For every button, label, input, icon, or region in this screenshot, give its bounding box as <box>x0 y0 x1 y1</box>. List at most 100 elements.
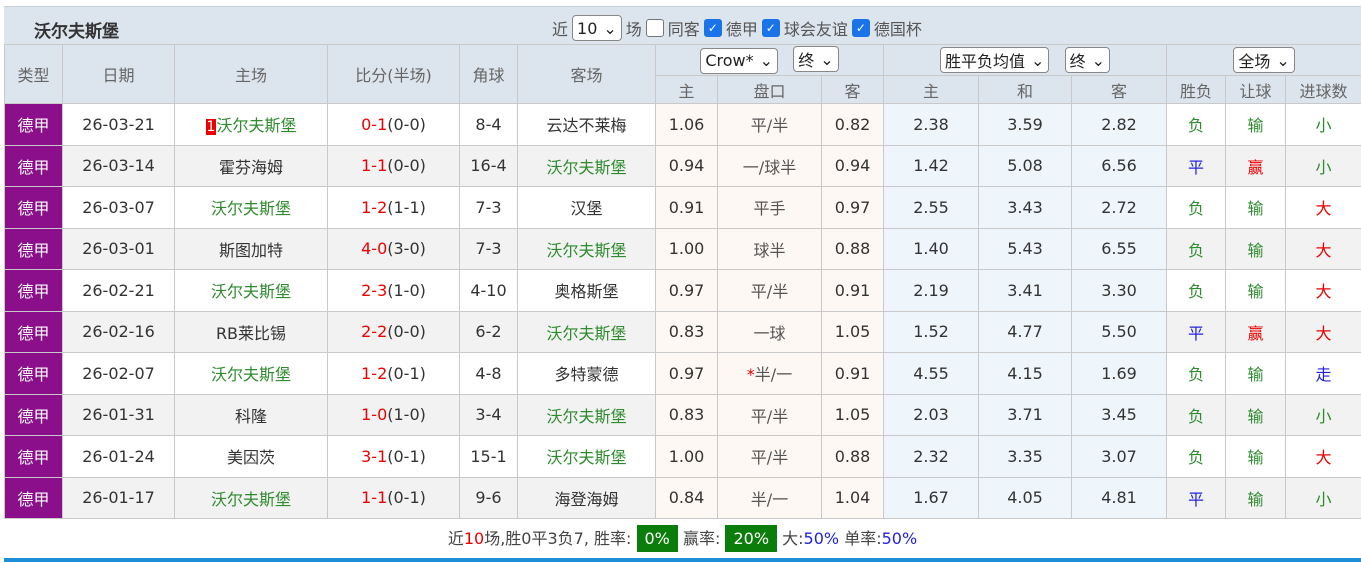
half-time-score: (1-0) <box>387 405 426 425</box>
home-team-cell[interactable]: RB莱比锡 <box>174 310 328 353</box>
away-team-cell[interactable]: 汉堡 <box>517 186 656 229</box>
away-team-cell[interactable]: 沃尔夫斯堡 <box>517 393 656 436</box>
scope-select[interactable]: 全场 ⌄ <box>1233 47 1295 73</box>
score-cell[interactable]: 1-1(0-0) <box>327 144 460 187</box>
ah-home-odds: 1.06 <box>655 103 718 146</box>
home-team-cell[interactable]: 沃尔夫斯堡 <box>174 476 328 519</box>
league-cell[interactable]: 德甲 <box>4 103 63 146</box>
home-team-name: RB莱比锡 <box>215 323 287 343</box>
home-team-cell[interactable]: 霍芬海姆 <box>174 144 328 187</box>
full-time-score: 1-2 <box>361 363 388 383</box>
league-cell[interactable]: 德甲 <box>4 227 63 270</box>
half-time-score: (0-0) <box>387 156 426 176</box>
league-cell[interactable]: 德甲 <box>4 310 63 353</box>
ah-handicap: 一球 <box>717 310 822 353</box>
league-cell[interactable]: 德甲 <box>4 352 63 395</box>
eu-away-odds: 6.56 <box>1071 144 1168 187</box>
same-away-checkbox[interactable] <box>645 19 664 37</box>
ah-home-odds: 0.84 <box>655 476 718 519</box>
chevron-down-icon: ⌄ <box>759 51 773 71</box>
date-cell: 26-01-17 <box>62 476 175 519</box>
full-time-score: 3-1 <box>361 446 388 466</box>
result-cell: 负 <box>1166 103 1227 146</box>
handicap-result-cell: 输 <box>1225 393 1287 436</box>
home-team-cell[interactable]: 科隆 <box>174 393 328 436</box>
home-team-name: 沃尔夫斯堡 <box>210 365 291 385</box>
away-team-cell[interactable]: 云达不莱梅 <box>517 103 656 146</box>
home-team-cell[interactable]: 美因茨 <box>174 435 328 478</box>
home-team-cell[interactable]: 沃尔夫斯堡 <box>174 352 328 395</box>
ah-handicap: 一/球半 <box>717 144 822 187</box>
score-cell[interactable]: 0-1(0-0) <box>327 103 460 146</box>
league-checkbox-friendly[interactable]: ✓ <box>761 19 780 37</box>
ah-handicap: 平/半 <box>717 103 822 146</box>
ah-stage-select[interactable]: 终 ⌄ <box>793 46 839 73</box>
score-cell[interactable]: 2-2(0-0) <box>327 310 460 353</box>
eu-stage-select[interactable]: 终 ⌄ <box>1064 47 1111 73</box>
score-cell[interactable]: 3-1(0-1) <box>327 435 460 478</box>
score-cell[interactable]: 2-3(1-0) <box>327 269 460 312</box>
league-cell[interactable]: 德甲 <box>4 393 63 436</box>
league-cell[interactable]: 德甲 <box>4 144 63 187</box>
sub-header: 胜负 <box>1166 75 1227 104</box>
goals-result-cell: 大 <box>1285 269 1361 312</box>
chevron-down-icon: ⌄ <box>1276 50 1290 70</box>
ying-label: 赢率: <box>682 529 721 548</box>
away-team-cell[interactable]: 沃尔夫斯堡 <box>517 435 656 478</box>
away-team-cell[interactable]: 沃尔夫斯堡 <box>517 144 656 187</box>
sub-header: 主 <box>655 75 718 104</box>
euro-type-select[interactable]: 胜平负均值 ⌄ <box>939 47 1050 73</box>
home-team-name: 沃尔夫斯堡 <box>210 199 291 219</box>
league-cell[interactable]: 德甲 <box>4 269 63 312</box>
home-team-name: 沃尔夫斯堡 <box>210 489 291 509</box>
table-row: 德甲 26-01-17 沃尔夫斯堡 1-1(0-1) 9-6 海登海姆 0.84 半/一 1.0… <box>4 476 1361 519</box>
home-team-cell[interactable]: 1沃尔夫斯堡 <box>174 103 328 146</box>
home-team-cell[interactable]: 沃尔夫斯堡 <box>174 269 328 312</box>
odd-rate: 50% <box>881 529 918 548</box>
away-team-cell[interactable]: 沃尔夫斯堡 <box>517 227 656 270</box>
ah-home-odds: 0.94 <box>655 144 718 187</box>
ah-handicap: 半/一 <box>717 476 822 519</box>
ah-away-odds: 0.88 <box>820 227 885 270</box>
half-time-score: (0-0) <box>387 322 426 342</box>
score-cell[interactable]: 4-0(3-0) <box>327 227 460 270</box>
score-cell[interactable]: 1-2(0-1) <box>327 352 460 395</box>
euro-odds-header: 胜平负均值 ⌄ 终 ⌄ <box>883 44 1168 76</box>
home-team-name: 沃尔夫斯堡 <box>210 282 291 302</box>
home-team-cell[interactable]: 沃尔夫斯堡 <box>174 186 328 229</box>
corners-cell: 6-2 <box>459 310 518 353</box>
ah-away-odds: 0.88 <box>820 435 885 478</box>
league-cell[interactable]: 德甲 <box>4 476 63 519</box>
count-select[interactable]: 10 ⌄ <box>572 15 622 41</box>
home-team-cell[interactable]: 斯图加特 <box>174 227 328 270</box>
away-team-cell[interactable]: 海登海姆 <box>517 476 656 519</box>
result-cell: 负 <box>1166 269 1227 312</box>
score-cell[interactable]: 1-2(1-1) <box>327 186 460 229</box>
ah-home-odds: 0.83 <box>655 310 718 353</box>
star-marker: * <box>746 365 755 385</box>
goals-result-cell: 小 <box>1285 103 1361 146</box>
eu-home-odds: 1.67 <box>883 476 980 519</box>
big-rate: 50% <box>803 529 840 548</box>
eu-away-odds: 3.45 <box>1071 393 1168 436</box>
league-checkbox-bundesliga[interactable]: ✓ <box>703 19 722 37</box>
score-cell[interactable]: 1-0(1-0) <box>327 393 460 436</box>
result-cell: 负 <box>1166 435 1227 478</box>
score-cell[interactable]: 1-1(0-1) <box>327 476 460 519</box>
table-row: 德甲 26-03-14 霍芬海姆 1-1(0-0) 16-4 沃尔夫斯堡 0.94 一/球半 0… <box>4 144 1361 187</box>
goals-result-cell: 走 <box>1285 352 1361 395</box>
away-team-cell[interactable]: 沃尔夫斯堡 <box>517 310 656 353</box>
away-team-cell[interactable]: 奥格斯堡 <box>517 269 656 312</box>
league-cell[interactable]: 德甲 <box>4 435 63 478</box>
league-cell[interactable]: 德甲 <box>4 186 63 229</box>
same-away-label: 同客 <box>667 20 700 39</box>
big-label: 大: <box>782 529 804 548</box>
league-checkbox-cup[interactable]: ✓ <box>851 19 870 37</box>
stage-value: 终 <box>1069 52 1086 71</box>
euro-type-value: 胜平负均值 <box>944 52 1025 71</box>
handicap-result-cell: 赢 <box>1225 310 1287 353</box>
away-team-cell[interactable]: 多特蒙德 <box>517 352 656 395</box>
company-select[interactable]: Crow* ⌄ <box>700 47 778 74</box>
rank-badge: 1 <box>205 119 217 136</box>
handicap-text: 半/一 <box>754 365 793 385</box>
